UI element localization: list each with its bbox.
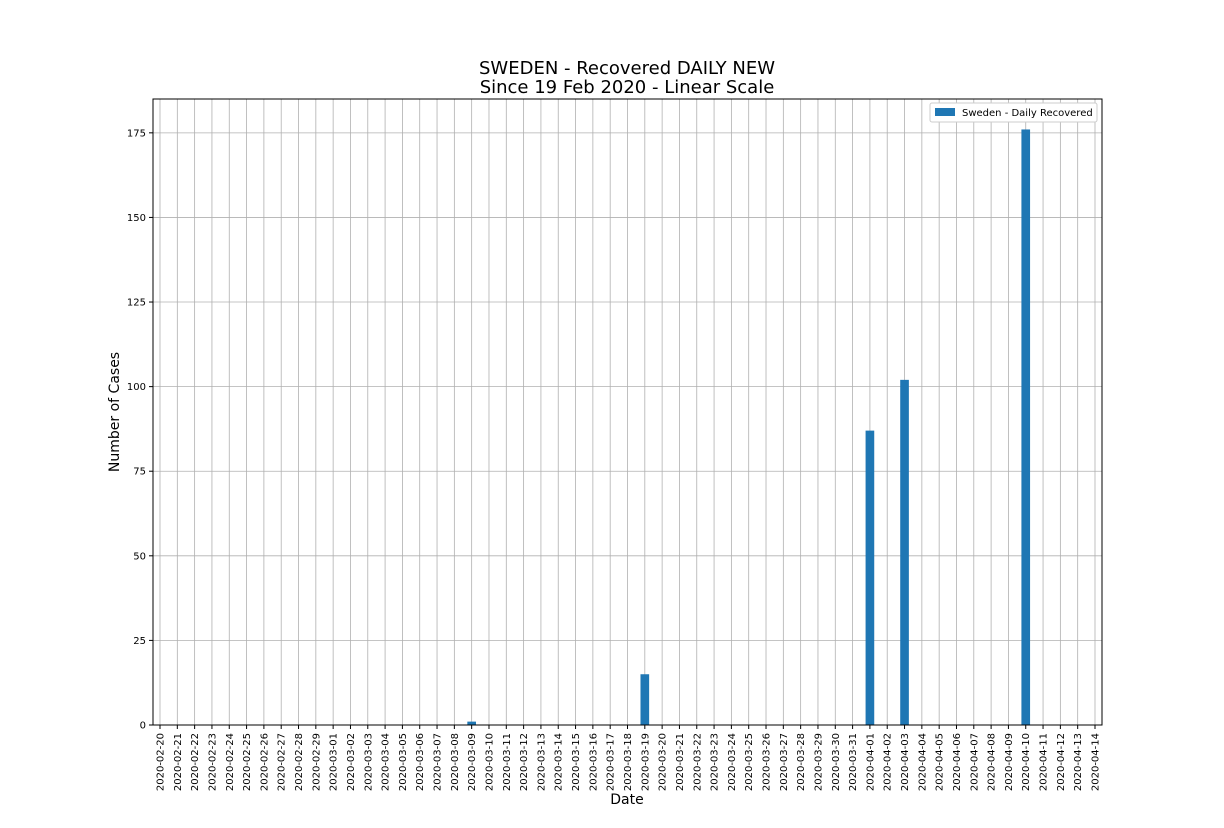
x-tick-label: 2020-03-13 [536, 733, 547, 791]
x-tick-label: 2020-02-24 [225, 733, 236, 791]
y-tick-label: 25 [133, 636, 146, 647]
x-tick-label: 2020-03-07 [433, 733, 444, 791]
x-tick-label: 2020-03-11 [502, 733, 513, 791]
x-tick-label: 2020-03-17 [606, 733, 617, 791]
y-tick-label: 0 [140, 721, 146, 732]
x-tick-label: 2020-03-01 [329, 733, 340, 791]
x-tick-label: 2020-03-14 [554, 733, 565, 791]
x-tick-label: 2020-03-08 [450, 733, 461, 791]
y-tick-label: 50 [133, 551, 146, 562]
x-tick-label: 2020-03-28 [796, 733, 807, 791]
x-tick-label: 2020-03-15 [571, 733, 582, 791]
x-tick-label: 2020-02-23 [207, 733, 218, 791]
x-tick-label: 2020-03-10 [484, 733, 495, 791]
chart-title: SWEDEN - Recovered DAILY NEW [479, 58, 775, 79]
x-tick-label: 2020-03-23 [710, 733, 721, 791]
x-tick-label: 2020-03-04 [381, 733, 392, 791]
x-tick-label: 2020-03-30 [831, 733, 842, 791]
x-tick-label: 2020-03-26 [762, 733, 773, 791]
x-tick-label: 2020-04-01 [865, 733, 876, 791]
y-tick-label: 75 [133, 467, 146, 478]
x-tick-label: 2020-04-12 [1056, 733, 1067, 791]
grid-lines [153, 99, 1102, 726]
y-axis-ticks: 0 25 50 75 100 125 150 175 [127, 128, 153, 732]
legend: Sweden - Daily Recovered [929, 102, 1098, 123]
x-tick-label: 2020-02-27 [277, 733, 288, 791]
x-tick-label: 2020-04-07 [969, 733, 980, 791]
bar-2020-03-09 [467, 721, 476, 725]
x-tick-label: 2020-02-20 [156, 733, 167, 791]
x-tick-label: 2020-03-29 [813, 733, 824, 791]
x-tick-label: 2020-02-29 [311, 733, 322, 791]
y-axis-label: Number of Cases [107, 352, 123, 472]
bar-2020-04-03 [900, 379, 909, 725]
x-tick-label: 2020-03-09 [467, 733, 478, 791]
bar-2020-04-10 [1021, 129, 1031, 726]
x-tick-label: 2020-03-03 [363, 733, 374, 791]
x-tick-label: 2020-02-28 [294, 733, 305, 791]
chart-subtitle: Since 19 Feb 2020 - Linear Scale [480, 77, 775, 98]
x-tick-label: 2020-03-16 [588, 733, 599, 791]
y-tick-label: 125 [127, 298, 146, 309]
y-tick-label: 175 [127, 128, 146, 139]
y-tick-label: 150 [127, 213, 146, 224]
x-tick-label: 2020-03-27 [779, 733, 790, 791]
x-tick-label: 2020-02-26 [259, 733, 270, 791]
x-tick-label: 2020-03-31 [848, 733, 859, 791]
x-tick-label: 2020-04-10 [1021, 733, 1032, 791]
bar-2020-03-19 [640, 674, 650, 725]
bars [467, 129, 1031, 726]
x-tick-label: 2020-03-12 [519, 733, 530, 791]
x-tick-label: 2020-02-21 [173, 733, 184, 791]
x-tick-label: 2020-02-25 [242, 733, 253, 791]
x-axis-ticks: 2020-02-20 2020-02-21 2020-02-22 2020-02-23… [156, 725, 1102, 791]
x-tick-label: 2020-04-14 [1091, 733, 1102, 791]
x-tick-label: 2020-04-11 [1039, 733, 1050, 791]
x-tick-label: 2020-03-05 [398, 733, 409, 791]
x-tick-label: 2020-03-22 [692, 733, 703, 791]
legend-label: Sweden - Daily Recovered [962, 108, 1093, 119]
x-tick-label: 2020-03-25 [744, 733, 755, 791]
bar-2020-04-01 [865, 430, 875, 725]
x-tick-label: 2020-04-08 [987, 733, 998, 791]
y-tick-label: 100 [127, 382, 146, 393]
x-tick-label: 2020-03-18 [623, 733, 634, 791]
x-tick-label: 2020-04-02 [883, 733, 894, 791]
x-tick-label: 2020-03-24 [727, 733, 738, 791]
x-tick-label: 2020-03-02 [346, 733, 357, 791]
legend-swatch [935, 108, 955, 116]
x-axis-label: Date [610, 792, 643, 808]
x-tick-label: 2020-04-06 [952, 733, 963, 791]
x-tick-label: 2020-04-09 [1004, 733, 1015, 791]
legend-box [929, 102, 1098, 123]
x-tick-label: 2020-04-13 [1073, 733, 1084, 791]
x-tick-label: 2020-04-05 [935, 733, 946, 791]
x-tick-label: 2020-04-04 [917, 733, 928, 791]
x-tick-label: 2020-04-03 [900, 733, 911, 791]
x-tick-label: 2020-03-21 [675, 733, 686, 791]
x-tick-label: 2020-03-06 [415, 733, 426, 791]
x-tick-label: 2020-03-20 [658, 733, 669, 791]
x-tick-label: 2020-02-22 [190, 733, 201, 791]
x-tick-label: 2020-03-19 [640, 733, 651, 791]
